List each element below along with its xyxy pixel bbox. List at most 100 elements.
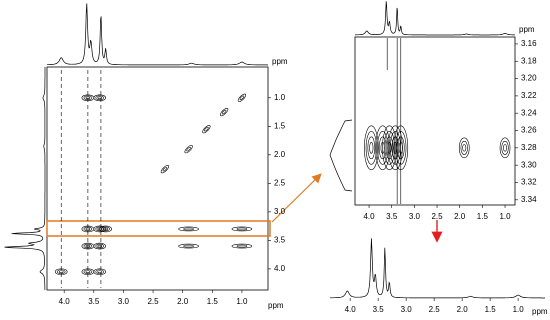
contour: [236, 227, 248, 231]
x-tick-label: 1.0: [513, 305, 525, 314]
left-projection: [4, 67, 46, 290]
contour: [93, 94, 107, 102]
contour: [458, 137, 470, 159]
contour: [54, 268, 68, 276]
x-tick-label: 3.5: [373, 305, 385, 314]
contour: [83, 226, 93, 232]
contour: [95, 269, 105, 275]
contour: [160, 164, 170, 174]
x-tick-label: 2.5: [429, 305, 441, 314]
x-tick-label: 1.0: [499, 212, 511, 221]
contour: [85, 227, 91, 231]
x-tick-label: 4.0: [363, 212, 375, 221]
y-tick-label: 3.24: [521, 108, 537, 117]
contour: [462, 144, 467, 152]
x-tick-label: 2.5: [431, 212, 443, 221]
x-tick-label: 2.0: [457, 305, 469, 314]
contour: [58, 270, 64, 274]
contour: [101, 226, 110, 232]
contour: [398, 142, 403, 154]
unit-label: ppm: [519, 25, 535, 34]
y-tick-label: 3.22: [521, 91, 537, 100]
contour: [239, 95, 245, 101]
x-tick-label: 3.0: [401, 305, 413, 314]
unit-label: ppm: [532, 307, 548, 316]
contour: [178, 226, 199, 232]
x-tick-label: 1.5: [207, 297, 219, 306]
contour: [383, 131, 395, 165]
contour: [93, 242, 107, 250]
contour: [231, 226, 253, 232]
y-tick-label: 2.5: [274, 178, 286, 187]
contour: [220, 107, 229, 117]
x-tick-label: 2.0: [177, 297, 189, 306]
unit-label: ppm: [268, 301, 284, 310]
contour: [389, 131, 401, 165]
contour: [93, 268, 107, 276]
contour: [236, 244, 248, 248]
contour: [501, 140, 509, 155]
contour: [85, 270, 91, 274]
x-tick-label: 3.0: [118, 297, 130, 306]
contour: [460, 140, 468, 155]
y-tick-label: 3.18: [521, 56, 537, 65]
y-tick-label: 1.5: [274, 121, 286, 130]
main-frame: [46, 66, 269, 291]
y-tick-label: 3.28: [521, 143, 537, 152]
contour: [83, 269, 93, 275]
contour: [395, 131, 407, 165]
x-tick-label: 3.5: [386, 212, 398, 221]
spectrum: [330, 238, 545, 299]
contour: [365, 131, 377, 165]
contour: [95, 243, 105, 249]
contour: [202, 125, 211, 134]
left-projection: [329, 119, 353, 192]
y-tick-label: 3.26: [521, 126, 537, 135]
y-tick-label: 2.0: [274, 150, 286, 159]
contour: [56, 269, 66, 275]
top-projection: [47, 3, 268, 66]
contour: [499, 137, 511, 159]
contour: [97, 270, 103, 274]
y-tick-label: 3.0: [274, 207, 286, 216]
unit-label: ppm: [272, 57, 288, 66]
x-tick-label: 4.0: [59, 297, 71, 306]
contour: [375, 125, 390, 171]
x-tick-label: 4.0: [345, 305, 357, 314]
contour: [93, 225, 107, 233]
contour: [95, 95, 105, 101]
x-tick-label: 3.5: [88, 297, 100, 306]
contour: [178, 243, 199, 249]
contour: [183, 244, 194, 248]
y-tick-label: 3.20: [521, 74, 537, 83]
contour: [396, 136, 405, 160]
y-tick-label: 3.32: [521, 178, 537, 187]
zoom-frame: [354, 36, 516, 206]
contour: [367, 136, 376, 160]
y-tick-label: 3.30: [521, 160, 537, 169]
contour: [221, 109, 227, 115]
contour: [387, 142, 392, 154]
contour: [83, 95, 93, 101]
contour: [99, 225, 112, 233]
contour: [103, 227, 108, 231]
zoom-arrow: [271, 173, 322, 223]
contour: [85, 244, 91, 248]
contour: [204, 126, 209, 132]
contour: [503, 144, 507, 152]
contour: [85, 96, 91, 100]
contour: [162, 166, 168, 172]
contour: [237, 93, 247, 102]
selection-box: [46, 220, 271, 237]
x-tick-label: 1.0: [236, 297, 248, 306]
x-tick-label: 2.0: [454, 212, 466, 221]
x-tick-label: 1.5: [477, 212, 489, 221]
top-projection: [355, 1, 515, 36]
contour: [83, 243, 93, 249]
contour: [183, 227, 194, 231]
y-tick-label: 3.34: [521, 195, 537, 204]
y-tick-label: 3.16: [521, 39, 537, 48]
x-tick-label: 2.5: [147, 297, 159, 306]
x-tick-label: 1.5: [485, 305, 497, 314]
